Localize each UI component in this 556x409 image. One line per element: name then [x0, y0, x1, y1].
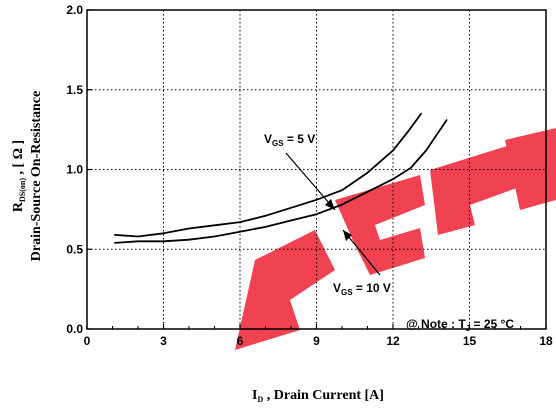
x-tick-label: 0 [84, 334, 91, 348]
y-tick-label: 0.5 [66, 242, 83, 256]
vgs10-main: V [333, 281, 341, 295]
watermark [235, 128, 556, 350]
note-sub: J [466, 324, 470, 333]
vgs5-sub: GS [272, 139, 284, 148]
vgs10-rest: = 10 V [353, 281, 391, 295]
y-axis-title-sub: DS(on) [18, 178, 27, 202]
series-line-2 [114, 119, 448, 244]
x-axis-title-rest: , Drain Current [A] [263, 388, 384, 403]
vgs5-main: V [264, 132, 272, 146]
series-line-1 [114, 112, 423, 238]
y-axis-title-main: R [11, 201, 26, 212]
vgs5-arrow [285, 152, 336, 211]
x-axis-title-sub: D [258, 395, 264, 404]
series [114, 112, 448, 244]
y-tick-label: 2.0 [66, 3, 83, 17]
x-axis-title: ID , Drain Current [A] [252, 388, 384, 404]
x-tick-label: 3 [160, 334, 167, 348]
y-axis-title: RDS(on) , [ Ω ] [11, 140, 27, 212]
note-label: @ Note : TJ = 25 °C [406, 317, 514, 333]
x-tick-label: 15 [463, 334, 477, 348]
x-tick-label: 12 [386, 334, 400, 348]
vgs10-arrowhead [343, 230, 352, 241]
x-tick-label: 9 [313, 334, 320, 348]
vgs5-rest: = 5 V [284, 132, 316, 146]
ticks: 0 3 6 9 12 15 18 0.0 0.5 1.0 1.5 2.0 [66, 3, 553, 348]
watermark-shape [235, 230, 335, 350]
y-tick-label: 1.0 [66, 163, 83, 177]
y-tick-label: 0.0 [66, 322, 83, 336]
vgs10-label: VGS = 10 V [333, 281, 391, 297]
grid [87, 10, 546, 329]
vgs5-label: VGS = 5 V [264, 132, 315, 148]
note-lead: @ Note : T [406, 317, 466, 331]
vgs5-arrowhead [325, 199, 335, 210]
vgs10-sub: GS [341, 288, 353, 297]
watermark-shape [335, 175, 425, 275]
y-axis-title-rest: , [ Ω ] [11, 140, 26, 178]
note-rest: = 25 °C [470, 317, 514, 331]
watermark-shape [505, 128, 556, 210]
x-tick-label: 18 [539, 334, 553, 348]
x-tick-label: 6 [237, 334, 244, 348]
x-axis-title-main: I [252, 388, 257, 403]
y-axis-title-line2: Drain-Source On-Resistance [29, 91, 44, 261]
y-tick-label: 1.5 [66, 83, 83, 97]
watermark-shape [430, 145, 525, 235]
